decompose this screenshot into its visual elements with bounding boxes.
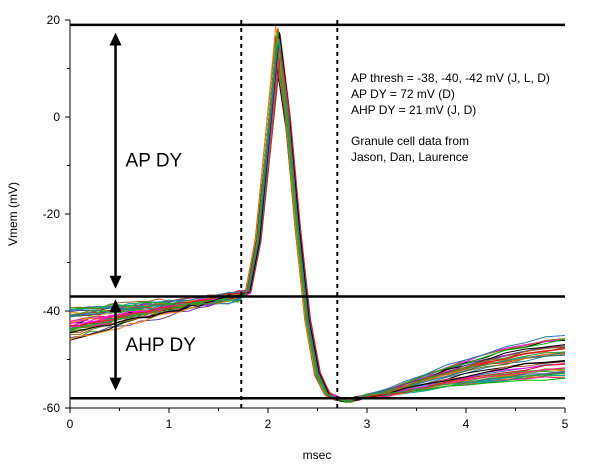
voltage-trace xyxy=(69,31,566,402)
reference-lines xyxy=(70,20,565,408)
y-tick-label: 0 xyxy=(53,110,60,124)
annotation-line: AP thresh = -38, -40, -42 mV (J, L, D) xyxy=(351,71,550,85)
y-tick-label: -60 xyxy=(43,401,61,415)
x-tick-label: 4 xyxy=(463,417,470,431)
x-tick-label: 1 xyxy=(166,417,173,431)
voltage-trace xyxy=(69,51,566,402)
voltage-traces xyxy=(69,26,566,404)
dy-arrow-head-up xyxy=(109,299,122,313)
dy-arrow-label: AHP DY xyxy=(126,335,197,356)
y-tick-label: -40 xyxy=(43,304,61,318)
annotation-block: AP thresh = -38, -40, -42 mV (J, L, D) A… xyxy=(351,71,550,164)
x-tick-label: 3 xyxy=(364,417,371,431)
x-tick-label: 5 xyxy=(562,417,569,431)
x-axis-title: msec xyxy=(303,448,332,462)
x-tick-label: 0 xyxy=(67,417,74,431)
dy-arrows: AP DY AHP DY xyxy=(109,32,197,391)
dy-arrow-head-down xyxy=(109,275,122,289)
annotation-line: Granule cell data from xyxy=(351,134,469,148)
annotation-line: Jason, Dan, Laurence xyxy=(351,150,469,164)
y-tick-label: 20 xyxy=(47,13,61,27)
y-axis-title: Vmem (mV) xyxy=(6,182,20,246)
dy-arrow-label: AP DY xyxy=(126,151,183,172)
dy-arrow-head-down xyxy=(109,377,122,391)
x-tick-label: 2 xyxy=(265,417,272,431)
annotation-line: AP DY = 72 mV (D) xyxy=(351,87,455,101)
annotation-line: AHP DY = 21 mV (J, D) xyxy=(351,103,476,117)
y-tick-label: -20 xyxy=(43,207,61,221)
dy-arrow-head-up xyxy=(109,32,122,46)
axis-ticks: 0 1 2 3 4 5 -60 -40 -20 0 20 xyxy=(43,13,569,431)
